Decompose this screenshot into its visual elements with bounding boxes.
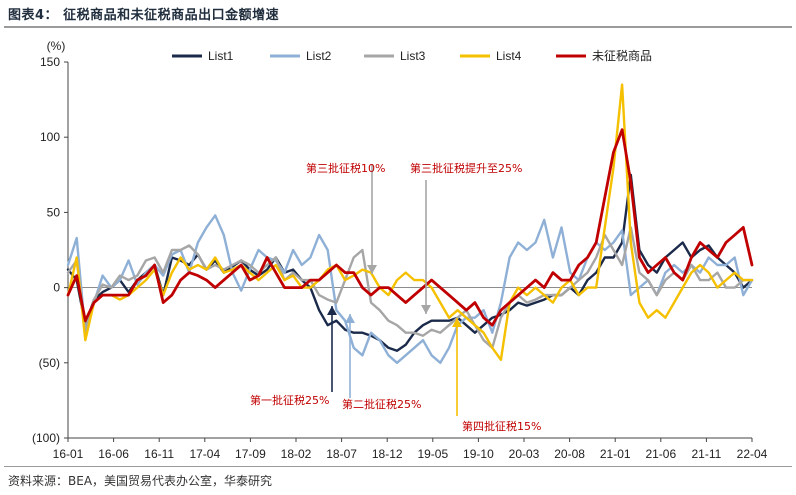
series-layer xyxy=(66,83,754,364)
x-tick-label: 17-09 xyxy=(235,447,266,461)
y-tick-label: 50 xyxy=(47,205,61,219)
legend-label-1: List2 xyxy=(306,49,332,63)
x-tick-label: 18-02 xyxy=(281,447,312,461)
annotation-label-1: 第三批征税提升至25% xyxy=(410,161,522,175)
y-tick-label: 150 xyxy=(40,55,60,69)
chart-axes: (%) (100) (50) 0 50 100 150 16-01 16-06 16-11 17-0… xyxy=(32,39,768,461)
x-tick-label: 19-10 xyxy=(463,447,494,461)
annotation-label-4: 第四批征税15% xyxy=(462,419,541,433)
y-tick-label: (50) xyxy=(39,356,60,370)
annotation-label-2: 第一批征税25% xyxy=(250,393,329,407)
x-tick-label: 22-04 xyxy=(737,447,768,461)
x-tick-label: 16-06 xyxy=(98,447,129,461)
chart-annotations: 第三批征税10% 第三批征税提升至25% 第一批征税25% 第二批征税25% 第四批征税… xyxy=(250,161,541,433)
x-tick-label: 19-05 xyxy=(417,447,448,461)
x-tick-label: 21-11 xyxy=(691,447,721,461)
annotation-label-0: 第三批征税10% xyxy=(306,161,385,175)
series-line-4 xyxy=(66,128,754,327)
title-divider xyxy=(4,26,792,28)
x-tick-label: 18-07 xyxy=(326,447,357,461)
annotation-arrowhead-4 xyxy=(452,318,462,327)
annotation-arrowhead-2 xyxy=(327,306,337,315)
annotation-arrowhead-1 xyxy=(421,305,431,314)
x-tick-label: 16-01 xyxy=(53,447,84,461)
legend-label-3: List4 xyxy=(496,49,522,63)
x-tick-label: 21-06 xyxy=(645,447,676,461)
series-line-0 xyxy=(66,173,754,352)
x-tick-label: 17-04 xyxy=(189,447,220,461)
annotation-arrowhead-3 xyxy=(345,314,355,323)
x-tick-label: 20-03 xyxy=(509,447,540,461)
figure-title: 图表4： 征税商品和未征税商品出口金额增速 xyxy=(8,8,280,23)
series-line-3 xyxy=(66,83,754,361)
x-tick-label: 20-08 xyxy=(554,447,585,461)
annotation-label-3: 第二批征税25% xyxy=(342,397,421,411)
annotation-arrowhead-0 xyxy=(367,265,377,274)
legend-label-4: 未征税商品 xyxy=(592,48,652,63)
x-tick-label: 16-11 xyxy=(144,447,174,461)
legend-label-0: List1 xyxy=(208,49,234,63)
chart-legend: List1 List2 List3 List4 未征税商品 xyxy=(172,48,652,63)
y-tick-label: (100) xyxy=(32,431,60,445)
source-note: 资料来源：BEA，美国贸易代表办公室，华泰研究 xyxy=(8,474,273,488)
line-chart: (%) (100) (50) 0 50 100 150 16-01 16-06 16-11 17-0… xyxy=(32,39,768,461)
legend-label-2: List3 xyxy=(400,49,426,63)
y-tick-label: 0 xyxy=(53,281,60,295)
x-tick-label: 18-12 xyxy=(372,447,403,461)
source-divider xyxy=(4,466,792,467)
y-axis-unit-label: (%) xyxy=(47,39,66,53)
y-tick-label: 100 xyxy=(40,130,60,144)
series-line-2 xyxy=(66,226,754,349)
x-tick-label: 21-01 xyxy=(600,447,631,461)
